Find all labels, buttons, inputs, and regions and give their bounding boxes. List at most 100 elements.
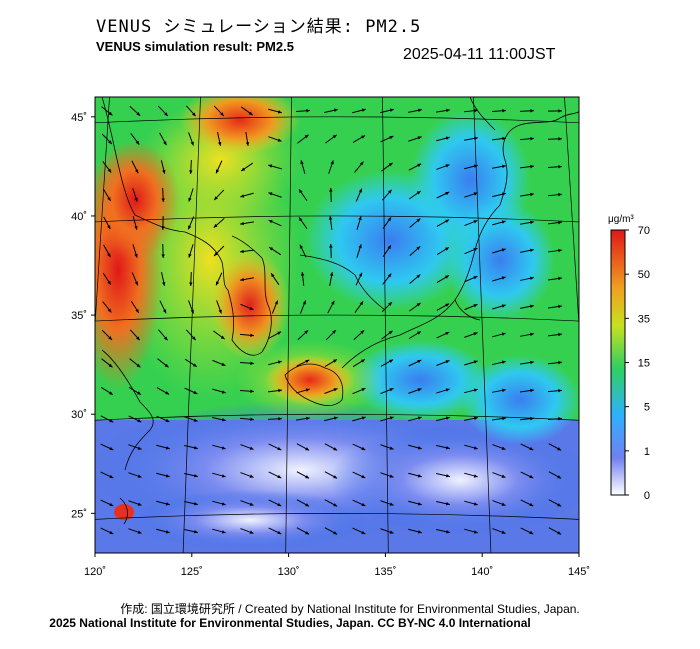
wind-arrow [184,500,198,506]
wind-arrow [436,108,450,113]
wind-arrow [184,358,198,368]
wind-arrow [129,105,141,117]
wind-arrow [409,245,421,257]
wind-arrow [520,332,534,337]
wind-arrow [520,276,534,281]
wind-arrow [381,330,393,340]
wind-arrow [492,276,506,282]
wind-arrow [297,134,309,144]
wind-arrow [380,135,394,143]
wind-arrow [325,134,337,144]
wind-arrow [520,499,534,507]
wind-arrow [161,272,166,286]
wind-arrow [299,244,307,258]
wind-arrow [464,332,478,338]
wind-arrow [161,243,165,259]
wind-arrow [100,386,114,396]
wind-arrow [267,417,283,421]
wind-arrow [268,527,282,535]
wind-arrow [464,360,478,366]
wind-arrow [212,472,226,478]
wind-arrow [324,499,338,507]
wind-arrow [492,360,506,366]
wind-arrow [408,500,422,506]
wind-arrow [436,136,450,142]
meridian [95,97,110,331]
wind-arrow [464,192,478,198]
wind-arrow [324,388,338,394]
wind-arrow [271,300,279,314]
wind-arrow [380,416,394,422]
wind-arrow [356,244,362,258]
wind-arrow [492,444,506,450]
wind-arrow [129,329,141,341]
wind-arrow [324,108,338,114]
wind-arrow [270,272,280,286]
wind-arrow [408,472,422,478]
wind-arrow [324,358,338,368]
wind-arrow [129,358,141,368]
wind-arrow [102,188,112,202]
wind-arrow [408,416,422,422]
colorbar-tick-label: 0 [644,490,650,502]
wind-arrow [356,216,362,230]
lat-tick-label: 45˚ [71,112,87,124]
parallel [95,314,579,322]
wind-arrow [547,165,563,169]
wind-arrow [212,444,226,450]
wind-arrow [408,190,422,200]
wind-arrow [102,161,112,173]
wind-arrow [352,527,366,535]
wind-arrow [408,163,422,171]
wind-arrow [382,273,392,285]
wind-arrow [128,444,142,450]
wind-arrow [267,388,283,393]
wind-arrow [436,360,450,366]
lat-tick-label: 30˚ [71,409,87,421]
wind-arrow [160,160,166,174]
wind-arrow [300,160,306,174]
wind-arrow [436,416,450,422]
wind-arrow [520,220,534,225]
wind-arrow [132,244,138,258]
wind-arrow [296,471,310,479]
wind-arrow [409,302,421,312]
wind-arrow [188,300,194,314]
wind-arrow [131,272,139,286]
colorbar-tick-label: 70 [638,225,650,237]
longitude-axis: 120˚ 125˚ 130˚ 135˚ 140˚ 145˚ [84,553,590,578]
wind-arrow [132,216,138,230]
wind-arrow [329,187,333,203]
wind-arrow [408,359,422,367]
wind-arrow [185,329,197,341]
wind-arrow [409,274,421,284]
wind-arrow [213,330,225,340]
wind-arrow [298,216,308,230]
wind-arrow [101,358,113,368]
wind-arrow [240,277,254,282]
wind-arrow [161,215,165,231]
wind-arrow [492,416,506,421]
wind-arrow [408,136,422,142]
wind-arrow [548,443,562,451]
wind-arrow [547,304,563,309]
wind-arrow [547,220,563,225]
wind-arrow [355,188,363,202]
wind-arrow [352,416,366,422]
wind-arrow [215,272,223,286]
wind-arrow [101,133,113,145]
colorbar-tick-label: 35 [638,313,650,325]
wind-arrow [464,444,478,450]
wind-arrow [298,188,308,202]
wind-arrow [156,415,170,423]
wind-arrow [188,188,194,202]
wind-arrow [240,444,254,450]
wind-arrow [130,300,140,314]
title-japanese: VENUS シミュレーション結果: PM2.5 [96,17,422,37]
wind-arrow [212,416,226,422]
wind-arrow [213,218,225,228]
wind-arrow [381,189,393,201]
